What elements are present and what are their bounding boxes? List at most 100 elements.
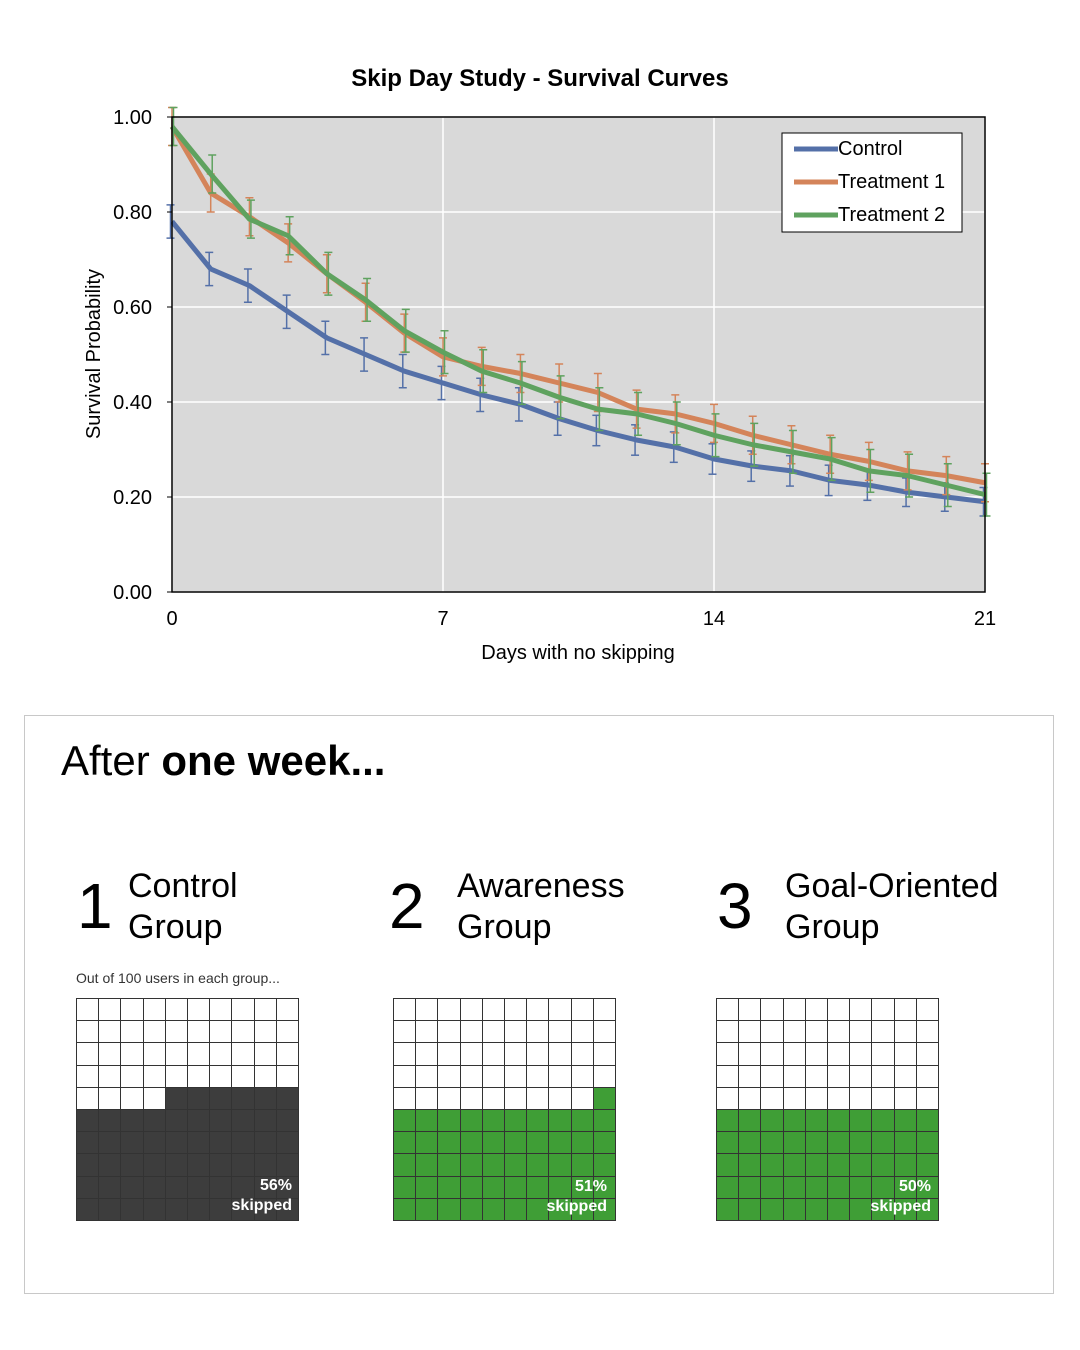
waffle-cell <box>143 1021 166 1044</box>
waffle-cell <box>783 1132 806 1155</box>
waffle-cell <box>254 1110 277 1133</box>
waffle-cell <box>805 1198 828 1221</box>
waffle-cell <box>438 1065 461 1088</box>
waffle-cell <box>828 1087 851 1110</box>
waffle-cell <box>232 1198 255 1221</box>
waffle-cell <box>549 1154 572 1177</box>
waffle-cell <box>916 1154 939 1177</box>
waffle-cell <box>872 1154 895 1177</box>
waffle-cell <box>717 1154 740 1177</box>
waffle-cell <box>188 1110 211 1133</box>
waffle-cell <box>394 999 417 1022</box>
waffle-cell <box>717 1132 740 1155</box>
waffle-cell <box>761 1176 784 1199</box>
waffle-cell <box>593 1087 616 1110</box>
waffle-cell <box>850 1087 873 1110</box>
waffle-cell <box>416 999 439 1022</box>
waffle-cell <box>394 1154 417 1177</box>
waffle-cell <box>210 1043 233 1066</box>
legend: Control Treatment 1 Treatment 2 <box>781 132 963 233</box>
waffle-cell <box>121 1198 144 1221</box>
waffle-cell <box>850 1043 873 1066</box>
waffle-cell <box>850 1154 873 1177</box>
waffle-cell <box>571 1087 594 1110</box>
waffle-cell <box>143 1110 166 1133</box>
skipped-text: skipped <box>546 1198 607 1215</box>
waffle-cell <box>77 1065 100 1088</box>
group-number: 1 <box>77 870 113 942</box>
waffle-cell <box>143 1154 166 1177</box>
waffle-cell <box>828 1021 851 1044</box>
waffle-cell <box>761 1110 784 1133</box>
waffle-cell <box>210 1021 233 1044</box>
waffle-cell <box>593 1043 616 1066</box>
waffle-cell <box>77 1176 100 1199</box>
waffle-cell <box>894 1132 917 1155</box>
group-control: 1 Control Group <box>77 866 377 956</box>
waffle-cell <box>438 1087 461 1110</box>
waffle-cell <box>254 1176 277 1199</box>
waffle-cell <box>850 1110 873 1133</box>
waffle-cell <box>460 1065 483 1088</box>
waffle-cell <box>482 999 505 1022</box>
waffle-cell <box>165 1176 188 1199</box>
waffle-cell <box>143 1043 166 1066</box>
group-name-line1: Awareness <box>457 867 625 905</box>
waffle-cell <box>717 1176 740 1199</box>
waffle-cell <box>916 1110 939 1133</box>
waffle-cell <box>188 1065 211 1088</box>
waffle-cell <box>571 1154 594 1177</box>
waffle-cell <box>276 1154 299 1177</box>
waffle-cell <box>254 999 277 1022</box>
waffle-cell <box>527 999 550 1022</box>
waffle-cell <box>571 1110 594 1133</box>
waffle-cell <box>121 1154 144 1177</box>
waffle-grid-control <box>76 998 299 1221</box>
waffle-cell <box>549 1065 572 1088</box>
waffle-cell <box>121 1043 144 1066</box>
waffle-cell <box>210 1198 233 1221</box>
waffle-cell <box>143 1065 166 1088</box>
waffle-cell <box>505 1154 528 1177</box>
skipped-percent: 56% <box>259 1177 292 1194</box>
series-line <box>170 124 986 498</box>
waffle-cell <box>828 999 851 1022</box>
series-treatment-2 <box>169 106 991 517</box>
waffle-cell <box>850 1132 873 1155</box>
x-tick-label: 21 <box>974 608 996 630</box>
heading-bold: one week... <box>161 737 386 784</box>
x-tick-label: 7 <box>437 608 448 630</box>
waffle-cell <box>828 1132 851 1155</box>
waffle-cell <box>143 999 166 1022</box>
waffle-cell <box>254 1198 277 1221</box>
waffle-cell <box>143 1132 166 1155</box>
waffle-cell <box>571 1176 594 1199</box>
waffle-cell <box>394 1065 417 1088</box>
waffle-cell <box>276 999 299 1022</box>
waffle-cell <box>505 1198 528 1221</box>
waffle-cell <box>894 1043 917 1066</box>
waffle-cell <box>165 1154 188 1177</box>
waffle-cell <box>783 1176 806 1199</box>
waffle-cell <box>394 1043 417 1066</box>
waffle-cell <box>482 1087 505 1110</box>
waffle-cell <box>254 1065 277 1088</box>
series-group <box>166 106 991 517</box>
waffle-cell <box>165 1198 188 1221</box>
waffle-cell <box>77 1198 100 1221</box>
survival-chart: Skip Day Study - Survival Curves 0.00 0.2… <box>83 65 996 664</box>
waffle-cell <box>527 1198 550 1221</box>
waffle-cell <box>482 1198 505 1221</box>
group-number: 2 <box>389 870 425 942</box>
waffle-cell <box>872 1198 895 1221</box>
group-name: Goal-Oriented Group <box>785 866 999 948</box>
skipped-label-awareness: 51% skipped <box>487 1177 607 1217</box>
waffle-cell <box>188 1087 211 1110</box>
waffle-cell <box>739 1154 762 1177</box>
waffle-cell <box>805 1132 828 1155</box>
waffle-cell <box>828 1043 851 1066</box>
waffle-cell <box>872 1087 895 1110</box>
waffle-cell <box>872 1021 895 1044</box>
waffle-cell <box>460 999 483 1022</box>
waffle-cell <box>872 1110 895 1133</box>
